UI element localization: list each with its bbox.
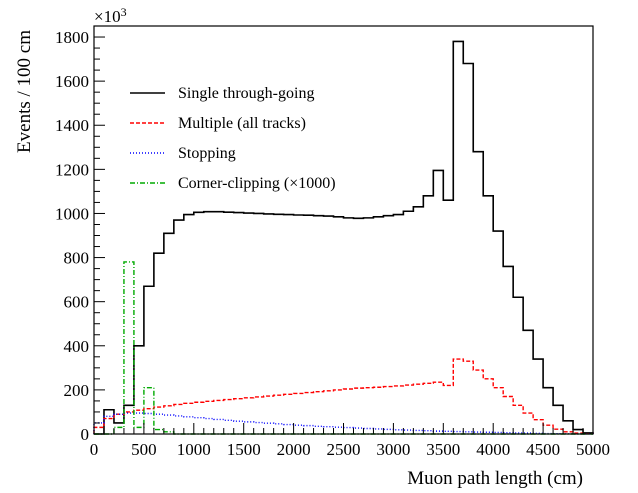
- y-tick-label: 1000: [55, 204, 89, 223]
- y-multiplier-label: ×103: [94, 5, 127, 26]
- series-layer: [93, 40, 594, 435]
- x-tick-label: 2000: [277, 440, 311, 459]
- x-tick-label: 4000: [476, 440, 510, 459]
- y-tick-label: 1600: [55, 72, 89, 91]
- legend: Single through-going Multiple (all tracks…: [130, 85, 336, 192]
- x-tick-label: 1500: [227, 440, 261, 459]
- y-tick-label: 400: [64, 337, 90, 356]
- legend-label-1: Single through-going: [178, 85, 314, 102]
- series-line-4: [94, 261, 593, 435]
- x-tick-label: 2500: [327, 440, 361, 459]
- x-tick-label: 3000: [376, 440, 410, 459]
- legend-label-2: Multiple (all tracks): [178, 115, 306, 132]
- y-axis: 0 200 400 600 800 1000 1200 1400 1600 1800: [55, 25, 105, 444]
- y-tick-label: 1800: [55, 28, 89, 47]
- x-tick-label: 3500: [426, 440, 460, 459]
- series-line-2: [93, 358, 594, 435]
- y-tick-label: 1400: [55, 116, 89, 135]
- x-tick-label: 0: [90, 440, 99, 459]
- plot-frame: [93, 25, 594, 435]
- x-tick-label: 500: [131, 440, 157, 459]
- legend-label-4: Corner-clipping (×1000): [178, 175, 336, 192]
- x-tick-label: 1000: [177, 440, 211, 459]
- x-tick-label: 5000: [576, 440, 610, 459]
- series-line-1: [94, 40, 594, 435]
- x-axis: 0 500 1000 1500 2000 2500 3000 3500 4000 4500 5000: [90, 423, 610, 459]
- y-tick-label: 0: [81, 425, 90, 444]
- x-axis-title: Muon path length (cm): [407, 468, 583, 489]
- x-tick-label: 4500: [526, 440, 560, 459]
- legend-label-3: Stopping: [178, 145, 236, 162]
- y-axis-title: Events / 100 cm: [14, 30, 35, 153]
- y-tick-label: 1200: [55, 160, 89, 179]
- y-tick-label: 200: [64, 381, 90, 400]
- y-tick-label: 600: [64, 293, 90, 312]
- y-tick-label: 800: [64, 249, 90, 268]
